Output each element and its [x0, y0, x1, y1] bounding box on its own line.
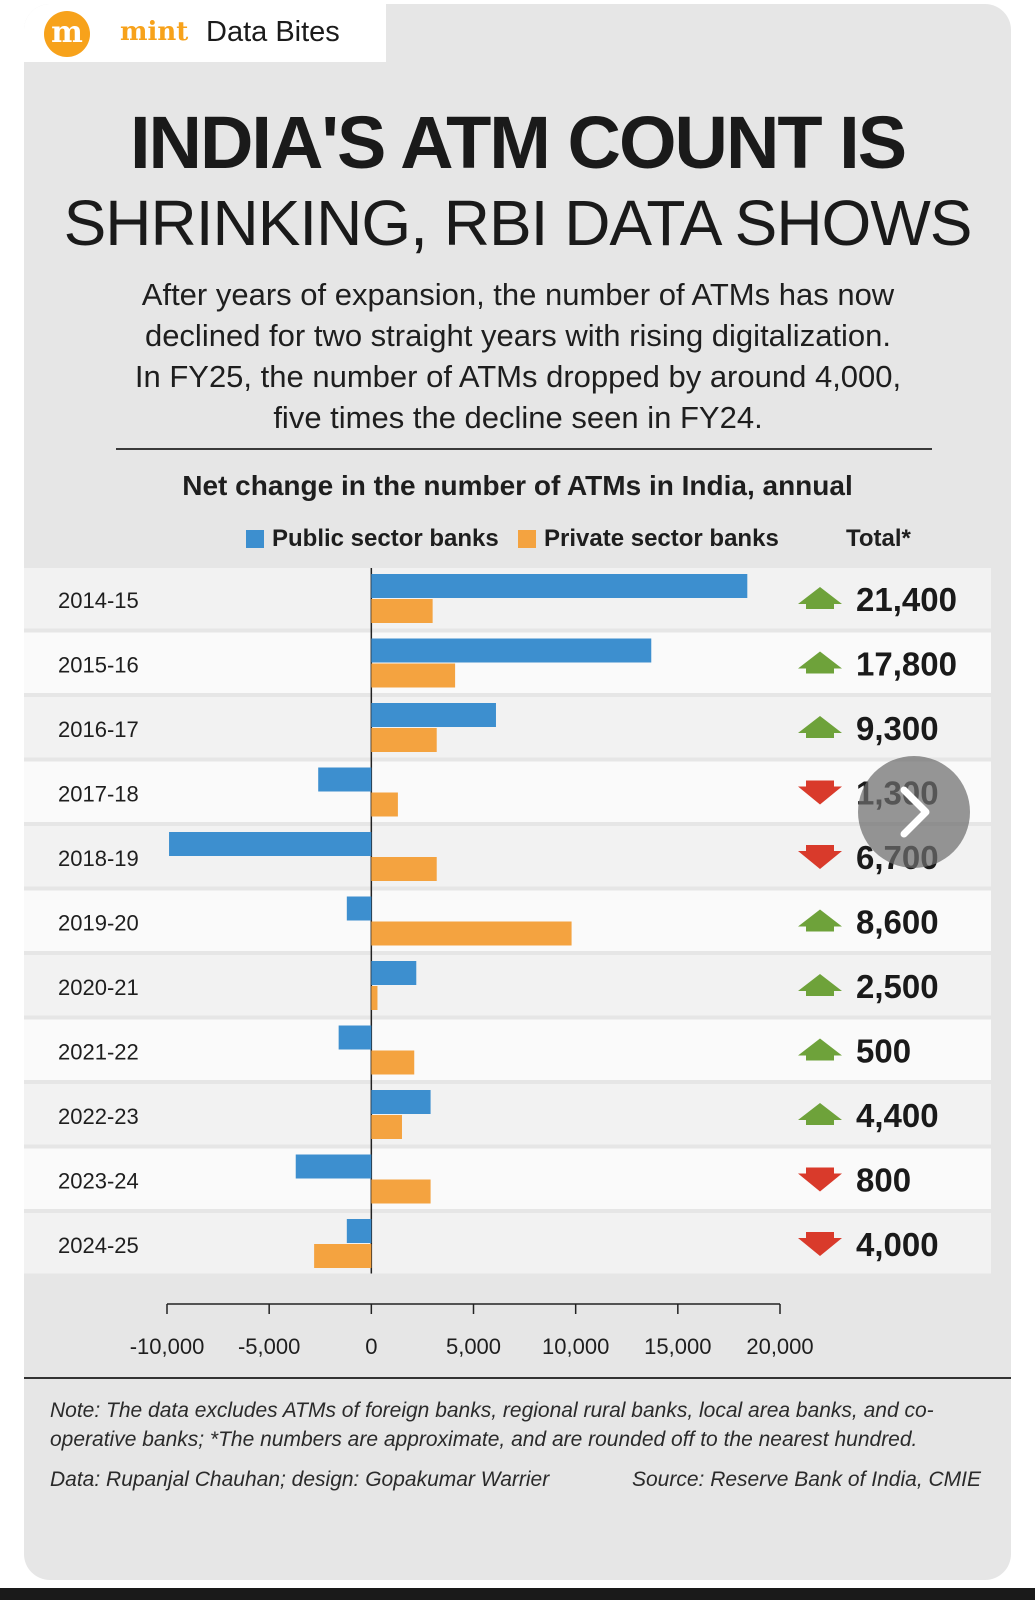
credit: Data: Rupanjal Chauhan; design: Gopakuma… — [50, 1468, 550, 1491]
arrow-down-icon — [798, 1232, 842, 1256]
footnote: Note: The data excludes ATMs of foreign … — [50, 1399, 934, 1451]
subtitle-line: In FY25, the number of ATMs dropped by a… — [134, 359, 902, 394]
totals-header: Total* — [846, 525, 911, 552]
bar-private — [371, 792, 398, 817]
bar-public — [371, 638, 652, 663]
divider — [24, 1377, 1011, 1379]
next-slide-button[interactable] — [858, 756, 970, 868]
bar-public — [371, 961, 417, 985]
x-tick-label: -10,000 — [130, 1334, 205, 1359]
brand-header: m mint Data Bites — [24, 4, 386, 62]
bar-public — [169, 832, 372, 856]
total-value: 2,500 — [856, 968, 939, 1005]
bar-public — [346, 1219, 372, 1243]
subtitle-line: declined for two straight years with ris… — [144, 318, 892, 353]
brand-name: mint — [120, 17, 189, 47]
row-background — [24, 761, 991, 822]
total-value: 4,400 — [856, 1097, 939, 1134]
category-label: 2015-16 — [58, 653, 139, 678]
bar-public — [371, 574, 748, 598]
bar-private — [371, 1050, 415, 1075]
row-background — [24, 1084, 991, 1145]
chevron-right-icon — [900, 786, 930, 838]
infographic-card: m mint Data Bites INDIA'S ATM COUNT IS S… — [24, 4, 1011, 1580]
category-label: 2020-21 — [58, 975, 139, 1000]
total-value: 500 — [856, 1033, 911, 1070]
system-bar — [0, 1588, 1035, 1600]
arrow-down-icon — [798, 845, 842, 869]
brand-section: Data Bites — [206, 16, 340, 48]
bar-public — [371, 1090, 431, 1114]
bar-private — [371, 728, 437, 752]
bar-public — [346, 896, 372, 921]
legend-label-public: Public sector banks — [272, 525, 499, 552]
arrow-down-icon — [798, 1167, 842, 1192]
arrow-up-icon — [798, 1103, 842, 1125]
headline-line-2: SHRINKING, RBI DATA SHOWS — [63, 187, 973, 259]
legend-item-public: Public sector banks — [246, 525, 499, 553]
legend-swatch-public — [246, 530, 264, 548]
category-label: 2024-25 — [58, 1233, 139, 1258]
bar-private — [371, 663, 456, 688]
chart-title: Net change in the number of ATMs in Indi… — [182, 470, 853, 501]
total-value: 800 — [856, 1162, 911, 1199]
source: Source: Reserve Bank of India, CMIE — [632, 1468, 981, 1491]
category-label: 2018-19 — [58, 846, 139, 871]
legend-item-private: Private sector banks — [518, 525, 779, 553]
row-background — [24, 697, 991, 758]
arrow-up-icon — [798, 974, 842, 996]
subtitle-line: five times the decline seen in FY24. — [273, 400, 763, 435]
divider — [116, 448, 932, 450]
subtitle-line: After years of expansion, the number of … — [141, 277, 895, 312]
arrow-up-icon — [798, 716, 842, 738]
arrow-up-icon — [798, 587, 842, 609]
bar-public — [371, 703, 496, 727]
headline-line-1: INDIA'S ATM COUNT IS — [129, 101, 907, 184]
subtitle: After years of expansion, the number of … — [68, 274, 968, 438]
category-label: 2016-17 — [58, 717, 139, 742]
bar-private — [371, 1179, 431, 1204]
bar-private — [314, 1244, 372, 1268]
x-tick-label: 15,000 — [644, 1334, 711, 1359]
bar-private — [371, 599, 433, 623]
x-tick-label: 0 — [365, 1334, 377, 1359]
bar-private — [371, 986, 378, 1010]
category-label: 2019-20 — [58, 911, 139, 936]
row-background — [24, 1148, 991, 1209]
total-value: 21,400 — [856, 581, 957, 618]
category-label: 2021-22 — [58, 1040, 139, 1065]
bar-private — [371, 1115, 402, 1139]
bar-chart: 2014-15 21,400 2015-16 17,800 2016-17 9,300 20… — [24, 568, 991, 1359]
total-value: 4,000 — [856, 1226, 939, 1263]
row-background — [24, 1213, 991, 1274]
category-label: 2023-24 — [58, 1169, 139, 1194]
x-tick-label: 10,000 — [542, 1334, 609, 1359]
total-value: 17,800 — [856, 646, 957, 683]
category-label: 2017-18 — [58, 782, 139, 807]
x-tick-label: 20,000 — [746, 1334, 813, 1359]
category-label: 2022-23 — [58, 1104, 139, 1129]
x-tick-label: 5,000 — [446, 1334, 501, 1359]
arrow-down-icon — [798, 780, 842, 805]
row-background — [24, 1019, 991, 1080]
arrow-up-icon — [798, 651, 842, 674]
x-tick-label: -5,000 — [238, 1334, 300, 1359]
bar-private — [371, 857, 437, 881]
bar-public — [338, 1025, 372, 1050]
total-value: 9,300 — [856, 710, 939, 747]
category-label: 2014-15 — [58, 588, 139, 613]
bar-public — [295, 1154, 372, 1179]
legend-swatch-private — [518, 530, 536, 548]
arrow-up-icon — [798, 909, 842, 932]
legend-label-private: Private sector banks — [544, 525, 779, 552]
bar-public — [318, 767, 372, 792]
arrow-up-icon — [798, 1038, 842, 1061]
total-value: 8,600 — [856, 904, 939, 941]
mint-logo-icon: m — [44, 11, 90, 57]
row-background — [24, 955, 991, 1016]
bar-private — [371, 921, 572, 946]
